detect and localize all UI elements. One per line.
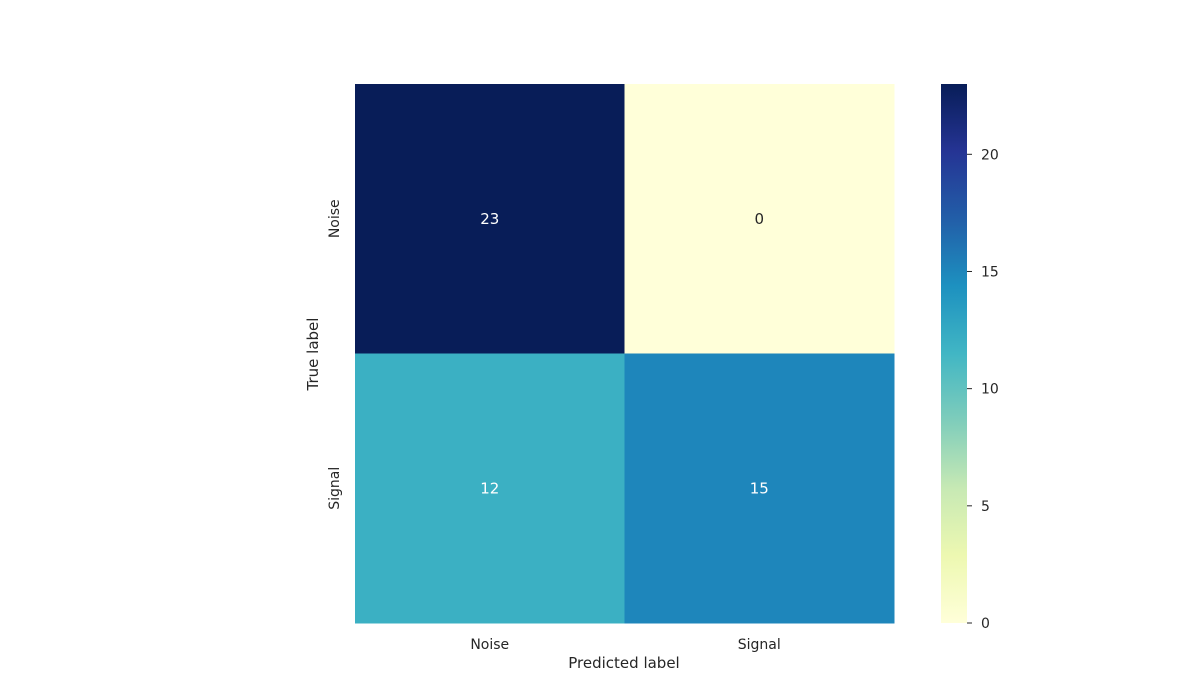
cell-value-label: 15 [750,479,769,497]
heatmap-cell [355,353,625,624]
y-tick-labels: Noise Signal [327,199,343,509]
y-tick-label: Signal [327,467,343,510]
x-tick-label: Noise [470,637,509,653]
colorbar-tick-label: 20 [981,147,999,163]
cell-value-label: 23 [480,210,499,228]
x-tick-label: Signal [738,637,781,653]
colorbar [941,84,967,623]
heatmap-cell-labels: 23 0 12 15 [480,210,769,498]
heatmap-cell [624,353,895,624]
colorbar-tick-label: 10 [981,382,999,398]
cell-value-label: 0 [754,210,764,228]
heatmap-cells [355,84,895,624]
colorbar-tick-label: 5 [981,499,990,515]
y-axis-label: True label [304,318,322,392]
colorbar-ticks: 0 5 10 15 20 [967,147,999,632]
x-tick-labels: Noise Signal [470,637,780,653]
x-axis-label: Predicted label [568,654,679,672]
colorbar-tick-label: 0 [981,616,990,632]
colorbar-tick-label: 15 [981,264,999,280]
y-tick-label: Noise [327,199,343,238]
cell-value-label: 12 [480,479,499,497]
heatmap-cell [355,84,625,354]
heatmap-cell [624,84,895,354]
